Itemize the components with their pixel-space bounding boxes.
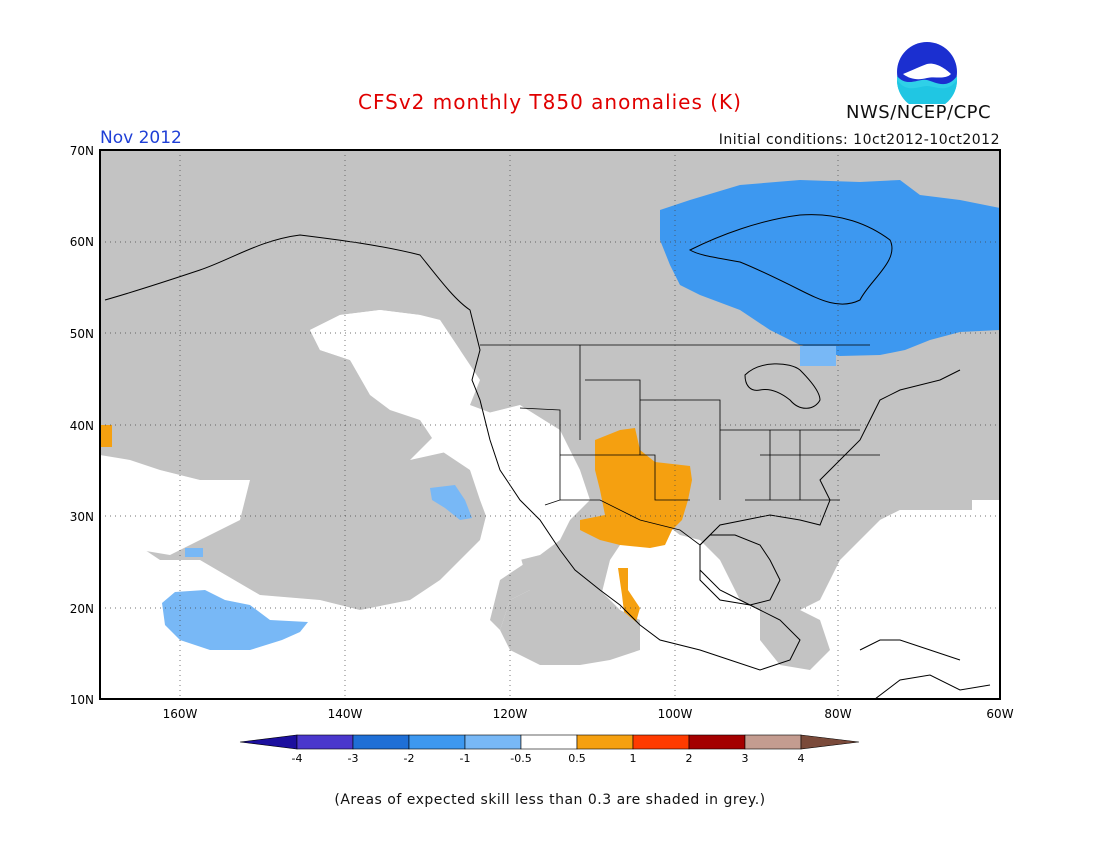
lon-label-60w: 60W xyxy=(986,707,1013,721)
initial-conditions: Initial conditions: 10ct2012-10ct2012 xyxy=(718,132,1000,148)
colorbar-bin xyxy=(688,734,746,750)
white-region-pacific xyxy=(310,310,470,420)
lat-label-20n: 20N xyxy=(70,602,94,616)
colorbar-tick-label: -0.5 xyxy=(510,752,531,765)
map-frame xyxy=(99,149,1001,700)
colorbar-tick-label: -3 xyxy=(348,752,359,765)
lat-labels: 70N 60N 50N 40N 30N 20N 10N xyxy=(70,144,94,707)
lon-label-160w: 160W xyxy=(163,707,198,721)
noaa-logo-icon xyxy=(897,42,957,104)
white-region-west-us xyxy=(410,405,590,560)
footnote: (Areas of expected skill less than 0.3 a… xyxy=(334,792,766,808)
lat-label-30n: 30N xyxy=(70,510,94,524)
colorbar-bin xyxy=(520,734,578,750)
coastlines xyxy=(104,214,991,699)
colorbar-bin xyxy=(296,734,354,750)
map-plot-area xyxy=(100,150,1000,699)
colorbar: -4 -3 -2 -1 -0.5 0.5 1 2 3 4 xyxy=(239,734,860,765)
colorbar-bin xyxy=(464,734,522,750)
cold-anomaly-pacific xyxy=(162,485,472,650)
lon-label-140w: 140W xyxy=(328,707,363,721)
lon-label-100w: 100W xyxy=(658,707,693,721)
colorbar-bin xyxy=(408,734,466,750)
lon-label-80w: 80W xyxy=(824,707,851,721)
colorbar-arrow-right xyxy=(800,734,860,750)
colorbar-bin xyxy=(744,734,802,750)
colorbar-tick-label: 3 xyxy=(742,752,749,765)
colorbar-tick-label: -4 xyxy=(292,752,303,765)
lat-label-50n: 50N xyxy=(70,327,94,341)
lon-labels: 160W 140W 120W 100W 80W 60W xyxy=(163,707,1014,721)
colorbar-tick-label: -1 xyxy=(460,752,471,765)
cold-anomaly-canada xyxy=(660,180,1000,366)
forecast-month: Nov 2012 xyxy=(100,128,182,148)
lat-label-60n: 60N xyxy=(70,235,94,249)
colorbar-bin xyxy=(352,734,410,750)
colorbar-bin xyxy=(632,734,690,750)
colorbar-tick-label: 4 xyxy=(798,752,805,765)
lat-label-40n: 40N xyxy=(70,419,94,433)
colorbar-tick-label: 1 xyxy=(630,752,637,765)
lat-label-70n: 70N xyxy=(70,144,94,158)
colorbar-tick-label: 2 xyxy=(686,752,693,765)
chart-title: CFSv2 monthly T850 anomalies (K) xyxy=(358,90,742,114)
colorbar-arrow-left xyxy=(239,734,298,750)
agency-label: NWS/NCEP/CPC xyxy=(846,102,992,123)
lat-lon-grid xyxy=(100,150,1000,699)
colorbar-tick-label: -2 xyxy=(404,752,415,765)
colorbar-tick-label: 0.5 xyxy=(568,752,586,765)
lat-label-10n: 10N xyxy=(70,693,94,707)
lon-label-120w: 120W xyxy=(493,707,528,721)
political-borders xyxy=(480,344,880,546)
warm-anomaly-southwest xyxy=(100,425,692,622)
colorbar-bin xyxy=(576,734,634,750)
